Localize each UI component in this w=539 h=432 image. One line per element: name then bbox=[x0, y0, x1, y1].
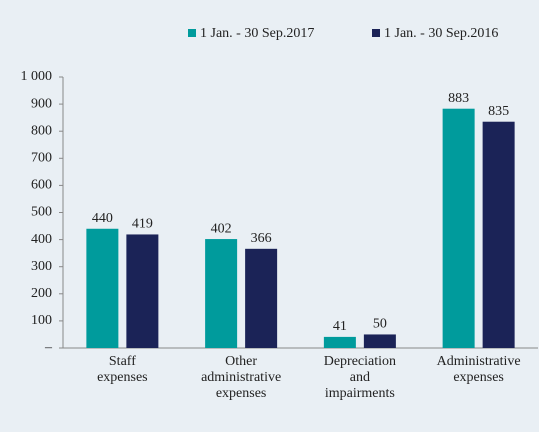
y-tick-label: – bbox=[44, 340, 53, 355]
x-tick-label-line: administrative bbox=[201, 370, 281, 385]
x-tick-label-line: Administrative bbox=[437, 354, 521, 369]
x-tick-label-line: and bbox=[350, 370, 370, 385]
value-label: 835 bbox=[488, 104, 509, 119]
value-label: 883 bbox=[448, 91, 469, 106]
y-tick-label: 800 bbox=[31, 123, 52, 138]
value-label: 402 bbox=[211, 221, 232, 236]
x-tick-label-line: expenses bbox=[453, 370, 504, 385]
x-tick-label: Depreciation and impairments bbox=[324, 354, 396, 401]
legend-label: 1 Jan. - 30 Sep.2016 bbox=[384, 26, 498, 41]
value-label: 419 bbox=[132, 217, 153, 232]
value-label: 440 bbox=[92, 211, 113, 226]
x-tick-label: Staff expenses bbox=[97, 354, 148, 385]
y-tick-label: 1 000 bbox=[21, 69, 53, 84]
bar bbox=[442, 108, 475, 348]
bar bbox=[363, 334, 396, 348]
y-tick-label: 900 bbox=[31, 96, 52, 111]
value-label: 50 bbox=[373, 317, 387, 332]
x-tick-label-line: Depreciation bbox=[324, 354, 396, 369]
x-tick-label-line: impairments bbox=[325, 386, 395, 401]
legend-swatch bbox=[372, 29, 380, 37]
x-tick-label-line: expenses bbox=[97, 370, 148, 385]
y-tick-label: 100 bbox=[31, 313, 52, 328]
value-label: 41 bbox=[333, 319, 347, 334]
x-tick-label-line: Other bbox=[225, 354, 257, 369]
x-tick-label-line: expenses bbox=[216, 386, 267, 401]
x-tick-label: Other administrative expenses bbox=[201, 354, 281, 401]
bar bbox=[205, 239, 238, 348]
bar bbox=[482, 121, 515, 348]
bar bbox=[245, 248, 278, 348]
bar bbox=[86, 228, 119, 348]
legend-swatch bbox=[188, 29, 196, 37]
bar bbox=[323, 336, 356, 348]
y-tick-label: 700 bbox=[31, 151, 52, 166]
value-label: 366 bbox=[251, 231, 272, 246]
x-tick-label-line: Staff bbox=[109, 354, 136, 369]
y-tick-label: 600 bbox=[31, 178, 52, 193]
y-tick-label: 200 bbox=[31, 286, 52, 301]
legend-label: 1 Jan. - 30 Sep.2017 bbox=[200, 26, 314, 41]
y-tick-label: 400 bbox=[31, 232, 52, 247]
bar bbox=[126, 234, 159, 348]
x-tick-label: Administrative expenses bbox=[437, 354, 521, 385]
y-tick-label: 500 bbox=[31, 205, 52, 220]
y-tick-label: 300 bbox=[31, 259, 52, 274]
